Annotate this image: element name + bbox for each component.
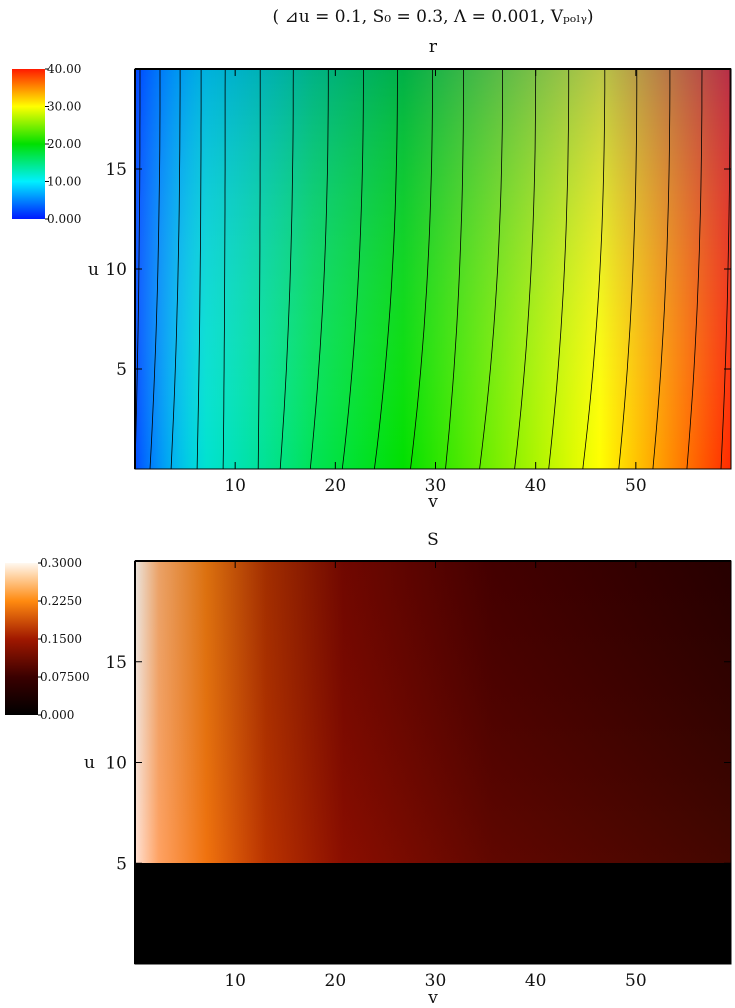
r-contour-line — [279, 68, 294, 470]
r-contour-line — [309, 69, 329, 470]
s-colorbar-tick-label: 0.2250 — [40, 594, 82, 608]
r-contour-line — [514, 68, 537, 470]
s-y-axis-ticks: 5 10 15 — [105, 653, 731, 874]
r-y-tick-label: 10 — [105, 260, 127, 280]
s-x-axis-ticks: 10 20 30 40 50 — [224, 561, 647, 991]
s-y-tick-label: 15 — [105, 653, 127, 673]
s-plot: S 10 20 30 40 50 5 10 15 v u 0.000 0.07500 0.150… — [5, 530, 732, 1008]
r-contour-line — [479, 69, 504, 470]
r-colorbar-gradient-bar — [12, 69, 45, 219]
r-y-tick-label: 15 — [105, 160, 127, 180]
r-x-axis-ticks: 10 20 30 40 50 — [224, 69, 647, 496]
s-x-axis-label: v — [427, 988, 438, 1008]
r-contour-line — [652, 69, 671, 470]
r-contour-lines — [134, 68, 731, 470]
r-contour-line — [257, 69, 261, 470]
s-colorbar: 0.000 0.07500 0.1500 0.2250 0.3000 — [5, 556, 90, 722]
s-x-tick-label: 40 — [525, 971, 547, 991]
r-contour-line — [618, 69, 638, 470]
r-colorbar-tick-label: 10.00 — [47, 175, 81, 189]
r-contour-line — [582, 69, 606, 470]
s-y-tick-label: 5 — [116, 854, 127, 874]
r-x-axis-label: v — [427, 492, 438, 512]
s-heatmap-upper-shade — [135, 561, 731, 863]
s-colorbar-tick-label: 0.000 — [40, 708, 74, 722]
s-x-tick-label: 10 — [224, 971, 246, 991]
r-y-axis-ticks: 5 10 15 — [105, 160, 731, 380]
s-plot-title: S — [427, 530, 439, 550]
s-x-tick-label: 50 — [625, 971, 647, 991]
s-colorbar-tick-label: 0.07500 — [40, 670, 90, 684]
s-heatmap-zero-region — [135, 863, 731, 964]
s-x-tick-label: 30 — [425, 971, 447, 991]
r-x-tick-label: 40 — [525, 476, 547, 496]
s-colorbar-tick-label: 0.1500 — [40, 632, 82, 646]
r-colorbar-tick-label: 30.00 — [47, 100, 81, 114]
r-contour-line — [222, 68, 226, 470]
r-x-tick-label: 30 — [425, 476, 447, 496]
r-plot-title: r — [429, 37, 438, 57]
r-y-tick-label: 5 — [116, 360, 127, 380]
s-x-tick-label: 20 — [325, 971, 347, 991]
s-colorbar-ticks: 0.000 0.07500 0.1500 0.2250 0.3000 — [38, 556, 90, 722]
r-y-axis-label: u — [88, 260, 99, 280]
r-heatmap-top-shade — [135, 69, 731, 469]
r-colorbar-tick-label: 0.000 — [47, 212, 81, 226]
r-contour-line — [170, 69, 181, 470]
r-contour-line — [149, 69, 161, 470]
r-contour-line — [196, 69, 202, 470]
s-colorbar-tick-label: 0.3000 — [40, 556, 82, 570]
r-plot: r 10 20 30 40 50 5 10 15 v u 0.000 10.00 20.00 30… — [12, 37, 732, 512]
s-y-tick-label: 10 — [105, 754, 127, 774]
r-contour-line — [341, 69, 364, 470]
r-contour-line — [445, 68, 465, 470]
s-colorbar-gradient-bar — [5, 563, 38, 715]
r-contour-line — [686, 68, 703, 470]
r-contour-line — [548, 69, 570, 470]
r-contour-line — [374, 69, 398, 470]
r-colorbar-ticks: 0.000 10.00 20.00 30.00 40.00 — [45, 62, 81, 226]
r-contour-line — [410, 69, 433, 470]
r-colorbar: 0.000 10.00 20.00 30.00 40.00 — [12, 62, 81, 226]
r-colorbar-tick-label: 20.00 — [47, 137, 81, 151]
r-x-tick-label: 50 — [625, 476, 647, 496]
figure-title: ( ⊿u = 0.1, S₀ = 0.3, Λ = 0.001, Vₚₒₗᵧ) — [272, 7, 593, 27]
s-y-axis-label: u — [84, 753, 95, 773]
r-x-tick-label: 10 — [224, 476, 246, 496]
r-x-tick-label: 20 — [325, 476, 347, 496]
r-colorbar-tick-label: 40.00 — [47, 62, 81, 76]
